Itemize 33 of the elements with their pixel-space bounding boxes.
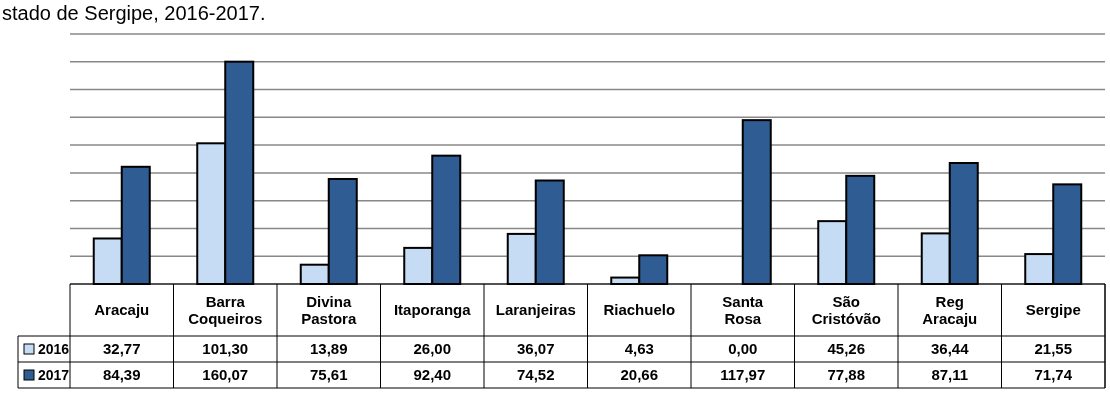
- data-label: 0,00: [728, 340, 758, 358]
- data-label: 21,55: [1034, 340, 1073, 358]
- data-label: 75,61: [309, 366, 348, 384]
- data-label: 32,77: [102, 340, 141, 358]
- x-tick-label: Divina Pastora: [301, 293, 357, 327]
- x-tick-label: Barra Coqueiros: [188, 293, 263, 327]
- data-label: 13,89: [309, 340, 348, 358]
- data-label: 77,88: [827, 366, 866, 384]
- data-label: 101,30: [202, 340, 249, 358]
- x-tick-label: Santa Rosa: [722, 293, 764, 327]
- data-label: 117,97: [720, 366, 766, 384]
- data-label: 92,40: [413, 366, 452, 384]
- x-tick-label: Sergipe: [1025, 301, 1081, 319]
- data-label: 45,26: [827, 340, 866, 358]
- data-label: 160,07: [202, 366, 249, 384]
- legend-label: 2017: [38, 366, 70, 383]
- x-tick-label: Itaporanga: [393, 301, 472, 319]
- data-label: 71,74: [1034, 366, 1073, 384]
- data-label: 36,07: [516, 340, 555, 358]
- legend-label: 2016: [38, 340, 70, 357]
- data-label: 87,11: [931, 366, 969, 384]
- data-label: 20,66: [620, 366, 659, 384]
- x-tick-label: Reg Aracaju: [922, 293, 978, 327]
- data-label: 4,63: [624, 340, 654, 358]
- x-tick-label: Riachuelo: [603, 301, 676, 319]
- x-tick-label: Aracaju: [94, 301, 150, 319]
- data-label: 84,39: [102, 366, 141, 384]
- data-label: 74,52: [516, 366, 555, 384]
- data-label: 26,00: [413, 340, 452, 358]
- x-tick-label: São Cristóvão: [811, 293, 881, 327]
- chart-title: stado de Sergipe, 2016-2017.: [2, 2, 266, 24]
- x-tick-label: Laranjeiras: [495, 301, 576, 319]
- data-label: 36,44: [930, 340, 970, 358]
